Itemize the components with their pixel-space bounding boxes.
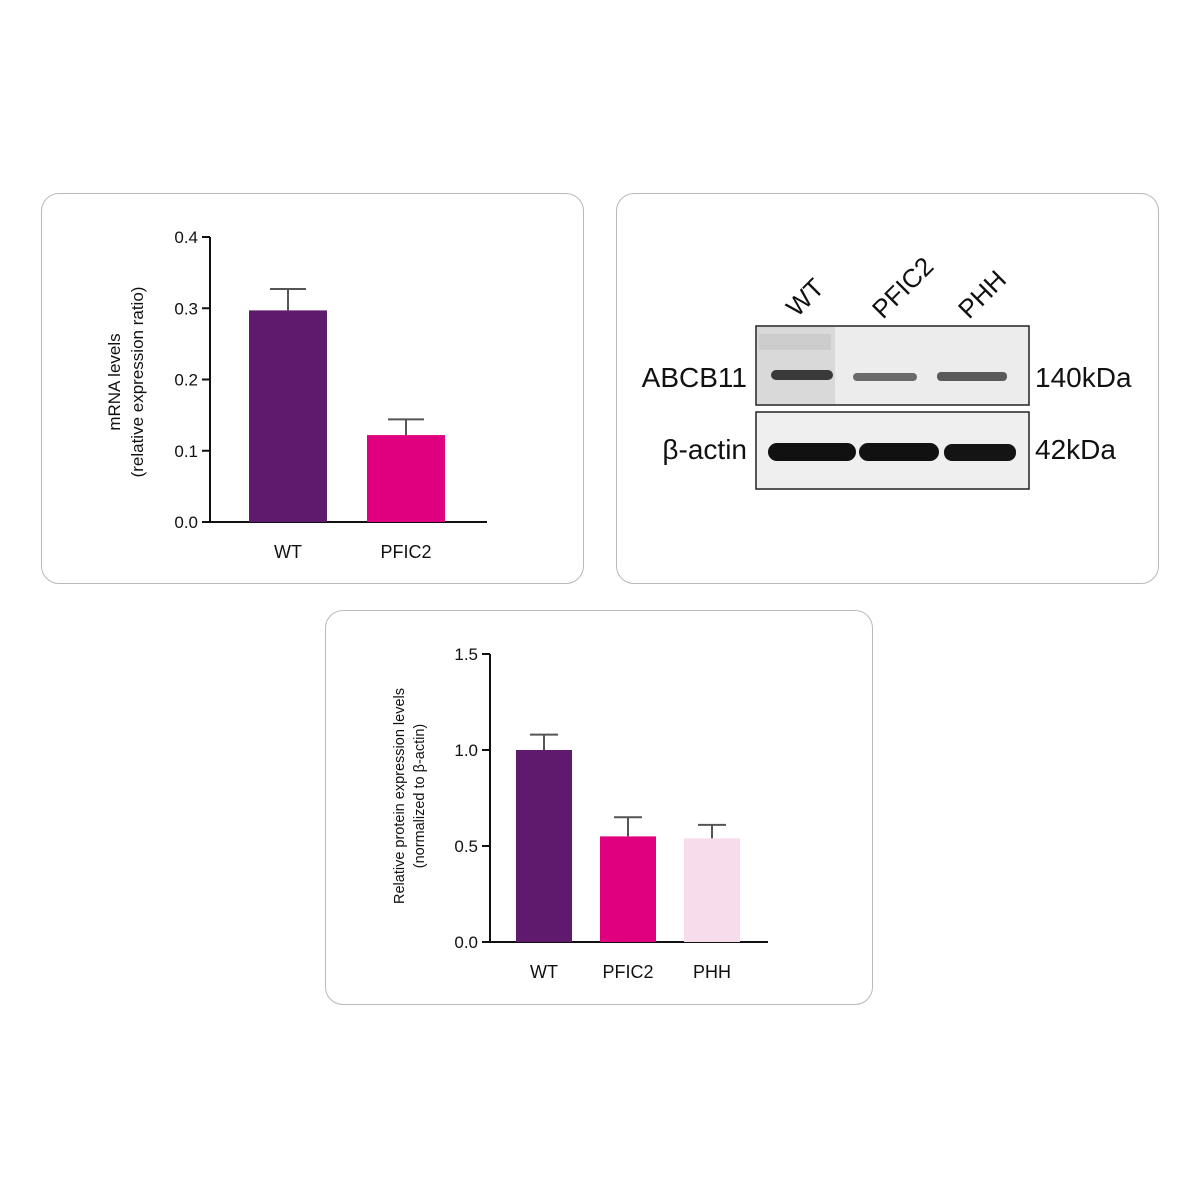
x-tick-label-wt: WT xyxy=(274,542,302,562)
abcb11-blot xyxy=(755,325,1030,406)
x-tick-label-wt: WT xyxy=(530,962,558,982)
actin-band-wt xyxy=(768,443,856,461)
protein-plot-area: 0.0 0.5 1.0 1.5 WT PFIC2 PHH xyxy=(454,645,768,982)
size-label-42kda: 42kDa xyxy=(1035,434,1116,465)
protein-chart-panel: Relative protein expression levels (norm… xyxy=(325,610,873,1005)
y-tick-label: 0.2 xyxy=(174,371,198,390)
y-tick-label: 0.0 xyxy=(174,513,198,532)
y-tick-label: 0.0 xyxy=(454,933,478,952)
bar-wt xyxy=(249,310,327,522)
mrna-bar-chart: mRNA levels (relative expression ratio) … xyxy=(105,228,487,562)
beta-actin-blot xyxy=(755,411,1030,490)
abcb11-band-pfic2 xyxy=(853,373,917,381)
protein-y-label-line2: (normalized to β-actin) xyxy=(412,724,428,869)
protein-y-axis-label: Relative protein expression levels (norm… xyxy=(392,688,428,904)
western-blot-panel: WT PFIC2 PHH ABCB11 β-actin 140kDa 42kDa xyxy=(616,193,1159,584)
x-tick-label-pfic2: PFIC2 xyxy=(602,962,653,982)
bar-wt xyxy=(516,750,572,942)
protein-label-abcb11: ABCB11 xyxy=(642,362,747,393)
lane-label-phh: PHH xyxy=(952,264,1012,324)
mrna-y-label-line1: mRNA levels xyxy=(105,333,124,430)
y-tick-label: 0.3 xyxy=(174,299,198,318)
y-tick-label: 1.0 xyxy=(454,741,478,760)
lane-label-pfic2: PFIC2 xyxy=(866,251,939,324)
x-tick-label-phh: PHH xyxy=(693,962,731,982)
bar-phh xyxy=(684,838,740,942)
abcb11-band-phh xyxy=(937,372,1007,381)
actin-band-pfic2 xyxy=(859,443,939,461)
mrna-y-label-line2: (relative expression ratio) xyxy=(128,287,147,478)
y-tick-label: 0.5 xyxy=(454,837,478,856)
x-tick-label-pfic2: PFIC2 xyxy=(380,542,431,562)
western-blot-figure: WT PFIC2 PHH ABCB11 β-actin 140kDa 42kDa xyxy=(642,251,1132,490)
mrna-chart-panel: mRNA levels (relative expression ratio) … xyxy=(41,193,584,584)
protein-bar-chart: Relative protein expression levels (norm… xyxy=(392,645,768,982)
abcb11-band-wt xyxy=(771,370,833,380)
y-tick-label: 1.5 xyxy=(454,645,478,664)
actin-band-phh xyxy=(944,444,1016,461)
mrna-y-axis-label: mRNA levels (relative expression ratio) xyxy=(105,287,147,478)
bar-pfic2 xyxy=(600,836,656,942)
bar-pfic2 xyxy=(367,435,445,522)
y-tick-label: 0.4 xyxy=(174,228,198,247)
protein-label-beta-actin: β-actin xyxy=(662,434,747,465)
mrna-plot-area: 0.0 0.1 0.2 0.3 0.4 WT PFIC2 xyxy=(174,228,487,562)
protein-y-label-line1: Relative protein expression levels xyxy=(392,688,408,904)
lane-label-wt: WT xyxy=(780,272,830,322)
size-label-140kda: 140kDa xyxy=(1035,362,1132,393)
y-tick-label: 0.1 xyxy=(174,442,198,461)
